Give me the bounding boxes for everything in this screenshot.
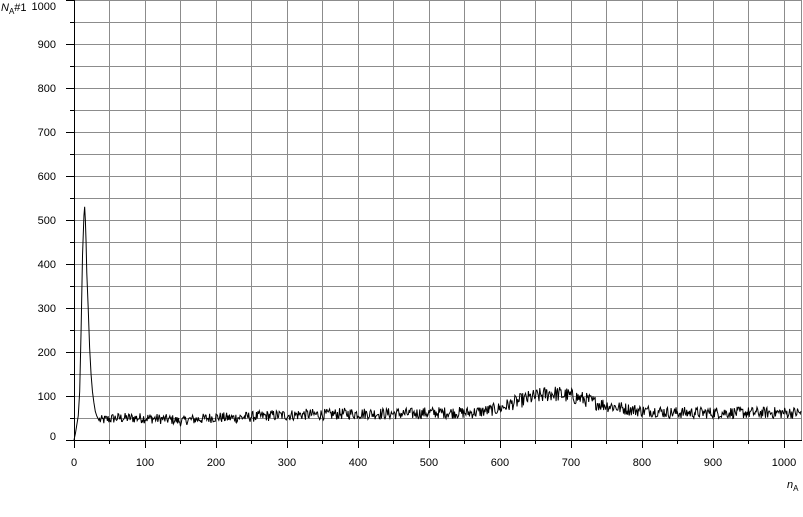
x-tick-label: 200	[207, 457, 225, 469]
y-tick-label: 200	[38, 347, 56, 359]
y-tick-label: 100	[38, 391, 56, 403]
y-tick-label: 800	[38, 83, 56, 95]
x-tick-label: 700	[562, 457, 580, 469]
y-tick-label: 600	[38, 171, 56, 183]
y-axis-title: NA#1	[1, 2, 27, 16]
y-tick-label: 900	[38, 39, 56, 51]
x-tick-label: 900	[704, 457, 722, 469]
y-tick-label: 0	[50, 431, 56, 443]
x-tick-label: 400	[349, 457, 367, 469]
y-tick-label: 700	[38, 127, 56, 139]
x-tick-label: 100	[136, 457, 154, 469]
y-tick-label: 500	[38, 215, 56, 227]
y-tick-label: 400	[38, 259, 56, 271]
x-tick-label: 500	[420, 457, 438, 469]
x-axis-var: n	[787, 479, 793, 491]
y-tick-label: 1000	[32, 1, 56, 13]
tick-labels: 0 100 200 300 400 500 600 700 800 900 1000 0 100 200 3…	[32, 1, 797, 469]
y-axis-var: N	[1, 2, 9, 14]
x-tick-label: 800	[633, 457, 651, 469]
x-tick-label: 600	[491, 457, 509, 469]
grid-lines	[74, 0, 802, 440]
axes	[66, 0, 802, 448]
x-axis-title: nA	[787, 479, 799, 493]
y-tick-label: 300	[38, 303, 56, 315]
series-line	[73, 206, 802, 441]
x-tick-label: 0	[71, 457, 77, 469]
y-axis-sub: A	[9, 7, 15, 16]
y-axis-suffix: #1	[14, 2, 26, 14]
x-tick-label: 300	[278, 457, 296, 469]
x-axis-sub: A	[793, 484, 799, 493]
x-tick-label: 1000	[772, 457, 796, 469]
